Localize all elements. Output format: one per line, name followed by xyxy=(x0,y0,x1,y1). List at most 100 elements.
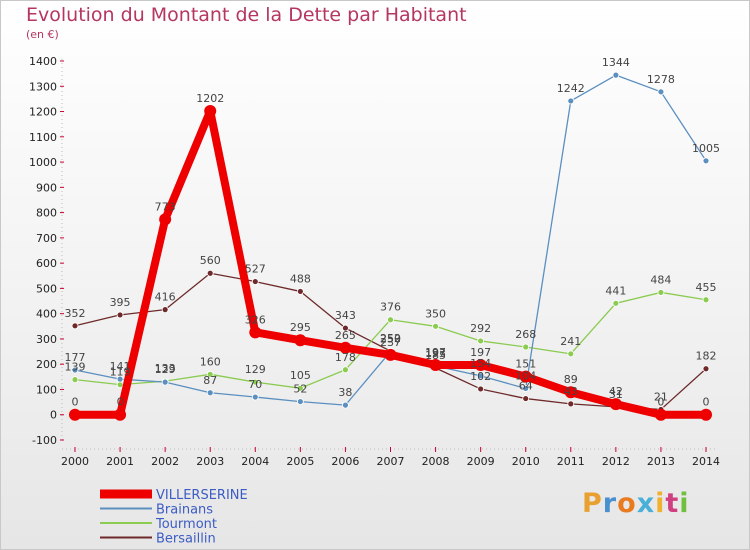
x-tick-label: 2008 xyxy=(422,455,450,468)
data-point xyxy=(161,378,169,386)
y-tick-label: 1200 xyxy=(29,106,57,119)
data-point xyxy=(116,311,124,319)
logo-letter: P xyxy=(582,488,603,519)
data-label: 52 xyxy=(293,383,307,396)
data-label: 773 xyxy=(155,200,176,213)
data-point xyxy=(477,372,485,380)
data-labels: 352 395 416 560 527 488 343 252 185 102 64 43 31 21 18… xyxy=(65,56,721,409)
data-label: 177 xyxy=(65,351,86,364)
x-tick-label: 2000 xyxy=(61,455,89,468)
x-tick-label: 2014 xyxy=(692,455,720,468)
data-point xyxy=(339,341,352,354)
data-label: 119 xyxy=(110,366,131,379)
logo-letter: t xyxy=(665,488,680,519)
data-point xyxy=(609,398,622,411)
data-point xyxy=(71,322,79,330)
data-label: 488 xyxy=(290,272,311,285)
data-label: 21 xyxy=(654,390,668,403)
data-label: 43 xyxy=(564,385,578,398)
data-point xyxy=(116,375,124,383)
data-label: 350 xyxy=(425,307,446,320)
legend-label: Bersaillin xyxy=(156,532,216,547)
data-label: 133 xyxy=(155,362,176,375)
data-point xyxy=(71,366,79,374)
data-point xyxy=(567,400,575,408)
data-label: 395 xyxy=(110,296,131,309)
data-point xyxy=(477,337,485,345)
data-point xyxy=(702,296,710,304)
data-point xyxy=(612,71,620,79)
data-label: 139 xyxy=(65,361,86,374)
y-tick-label: 1100 xyxy=(29,131,57,144)
legend-label: VILLERSERINE xyxy=(156,488,248,503)
x-tick-label: 2004 xyxy=(241,455,269,468)
data-label: 237 xyxy=(380,336,401,349)
data-label: 197 xyxy=(470,346,491,359)
data-point xyxy=(387,316,394,324)
data-label: 70 xyxy=(248,378,262,391)
data-label: 265 xyxy=(335,329,356,342)
y-tick-label: 1400 xyxy=(29,55,57,68)
data-label: 484 xyxy=(650,273,671,286)
data-label: 560 xyxy=(200,254,221,267)
y-tick-label: 500 xyxy=(36,282,57,295)
data-point xyxy=(342,324,349,332)
data-label: 0 xyxy=(657,396,664,409)
y-tick-label: 700 xyxy=(36,232,57,245)
data-label: 326 xyxy=(245,313,266,326)
data-label: 64 xyxy=(519,380,533,393)
data-label: 352 xyxy=(65,307,86,320)
data-label: 31 xyxy=(609,388,623,401)
data-label: 129 xyxy=(245,363,266,376)
data-point xyxy=(429,358,442,371)
data-point xyxy=(296,384,304,392)
data-label: 1278 xyxy=(647,73,675,86)
data-label: 141 xyxy=(110,360,131,373)
data-label: 197 xyxy=(425,346,446,359)
data-label: 0 xyxy=(72,396,79,409)
data-label: 1005 xyxy=(692,142,720,155)
data-point xyxy=(296,288,304,295)
data-label: 178 xyxy=(335,351,356,364)
data-point xyxy=(522,395,530,402)
data-label: 376 xyxy=(380,301,401,314)
data-point xyxy=(474,358,487,371)
data-label: 129 xyxy=(155,363,176,376)
data-point xyxy=(161,306,169,314)
data-point xyxy=(296,398,304,405)
data-point xyxy=(564,386,577,399)
data-point xyxy=(251,378,259,386)
data-point xyxy=(477,385,485,393)
data-point xyxy=(522,385,530,392)
data-point xyxy=(567,350,575,358)
data-point xyxy=(69,408,81,421)
y-tick-label: 400 xyxy=(36,308,57,321)
data-point xyxy=(159,213,172,226)
data-label: 0 xyxy=(703,396,710,409)
data-label: 1242 xyxy=(557,82,585,95)
data-label: 154 xyxy=(470,357,491,370)
data-point xyxy=(654,408,667,421)
data-point xyxy=(114,408,127,421)
data-point xyxy=(204,105,217,118)
data-label: 416 xyxy=(155,291,176,304)
logo-letter: i xyxy=(679,488,690,519)
data-point xyxy=(71,376,79,384)
data-point xyxy=(342,401,349,409)
data-label: 160 xyxy=(200,355,221,368)
axes: -100010020030040050060070080090010001100… xyxy=(29,55,720,468)
x-tick-label: 2003 xyxy=(196,455,224,468)
logo-letter: o xyxy=(617,488,637,519)
y-tick-label: 0 xyxy=(50,409,57,422)
data-point xyxy=(657,289,665,296)
series-lines xyxy=(69,71,712,421)
data-label: 102 xyxy=(470,370,491,383)
data-point xyxy=(657,88,665,96)
chart-title: Evolution du Montant de la Dette par Hab… xyxy=(26,4,467,26)
data-label: 343 xyxy=(335,309,356,322)
y-tick-label: 300 xyxy=(36,333,57,346)
data-point xyxy=(294,334,307,347)
data-label: 1344 xyxy=(602,56,630,69)
